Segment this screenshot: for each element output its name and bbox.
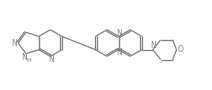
- Text: N: N: [150, 41, 156, 50]
- Text: N: N: [117, 48, 123, 57]
- Text: N: N: [49, 55, 54, 64]
- Text: N: N: [117, 29, 123, 38]
- Text: H: H: [26, 58, 31, 63]
- Text: O: O: [178, 45, 184, 54]
- Text: N: N: [21, 53, 27, 62]
- Text: N: N: [11, 39, 17, 48]
